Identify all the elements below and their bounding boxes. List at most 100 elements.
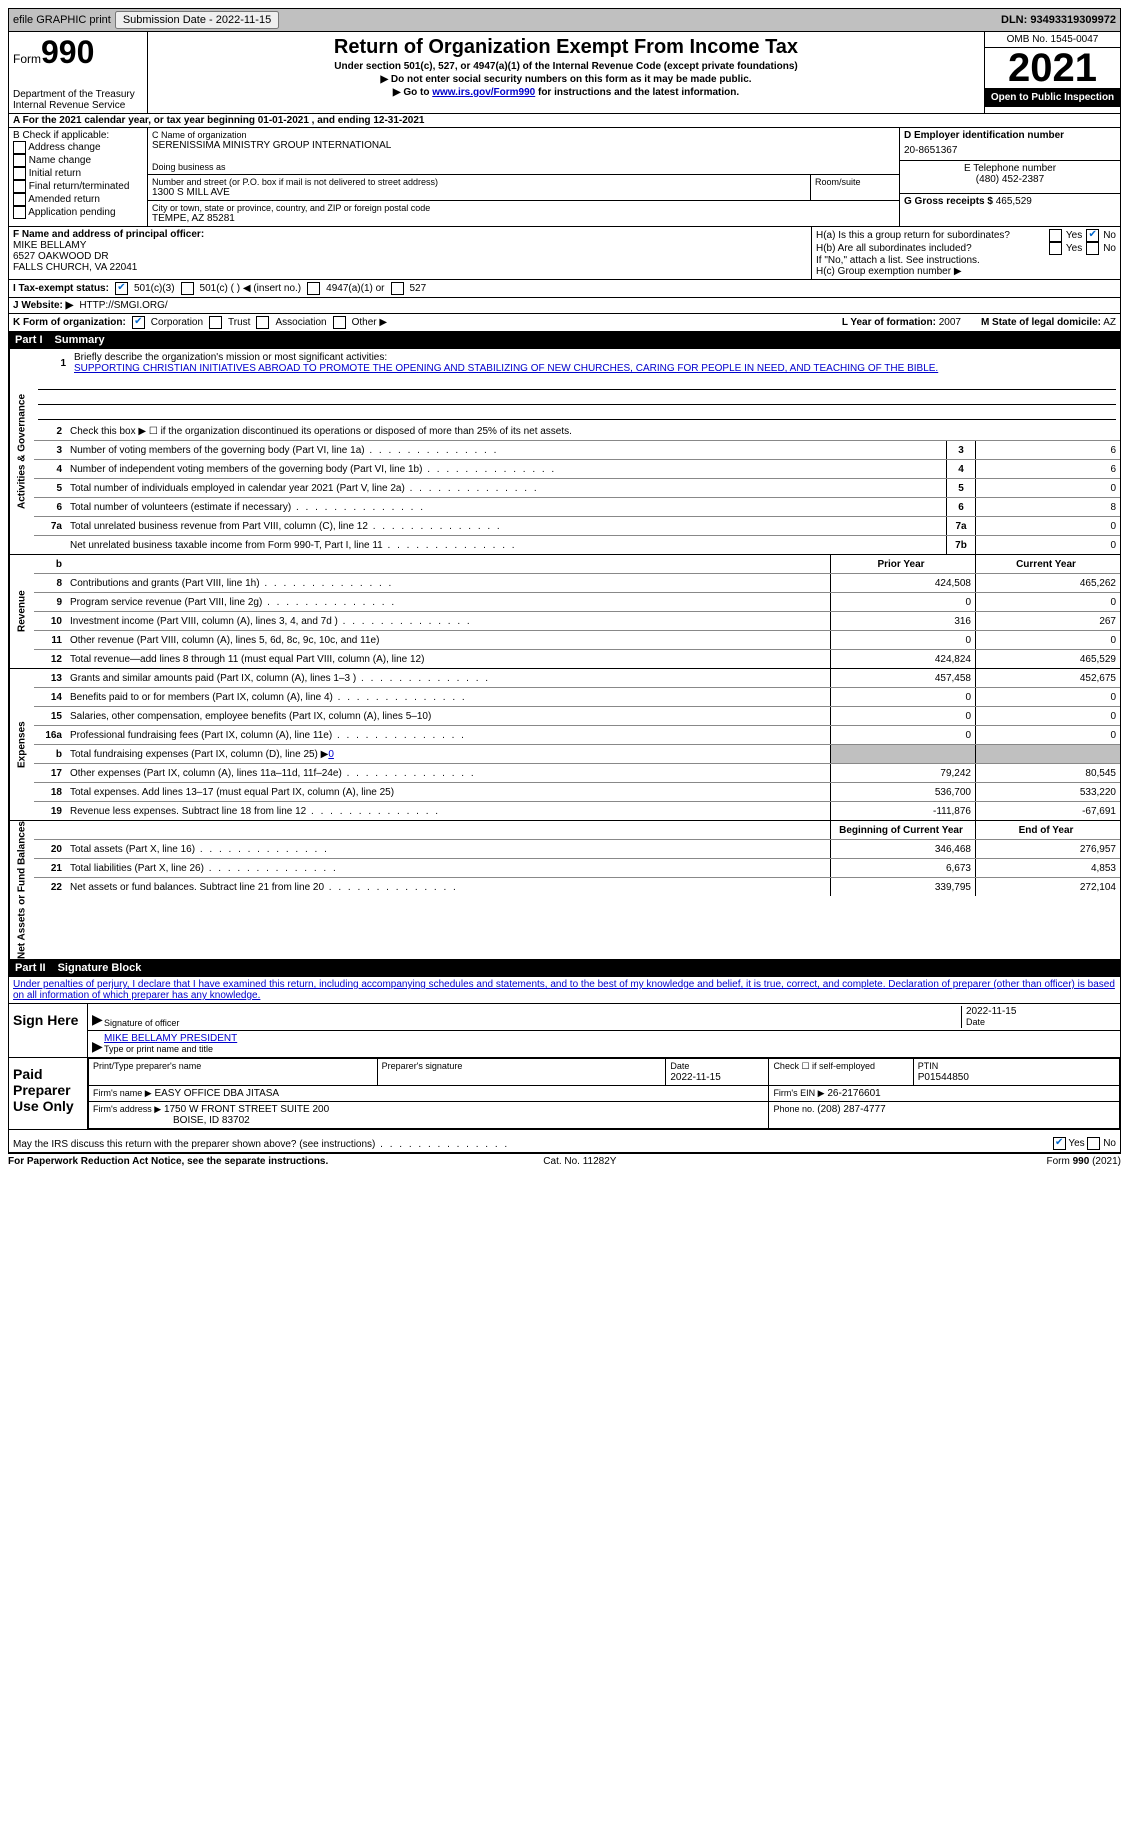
- arrow-icon: ▶: [92, 1011, 104, 1028]
- v3: 6: [975, 441, 1120, 459]
- c17: 80,545: [975, 764, 1120, 782]
- cb-address-change[interactable]: Address change: [13, 141, 143, 154]
- c22: 272,104: [975, 878, 1120, 896]
- name-title-lbl: Type or print name and title: [104, 1044, 213, 1054]
- lbl-org-name: C Name of organization: [152, 130, 895, 140]
- officer-addr1: 6527 OAKWOOD DR: [13, 251, 807, 262]
- hb-no[interactable]: [1086, 242, 1099, 255]
- cb-other[interactable]: [333, 316, 346, 329]
- arrow-icon: ▶: [92, 1038, 104, 1055]
- lbl-tax-status: I Tax-exempt status:: [13, 283, 109, 294]
- line12: Total revenue—add lines 8 through 11 (mu…: [68, 653, 830, 666]
- ha-yes[interactable]: [1049, 229, 1062, 242]
- line9: Program service revenue (Part VIII, line…: [68, 596, 830, 609]
- paid-preparer-label: Paid Preparer Use Only: [9, 1058, 88, 1129]
- lbl-dba: Doing business as: [152, 162, 895, 172]
- hb-yes[interactable]: [1049, 242, 1062, 255]
- cb-initial-return[interactable]: Initial return: [13, 167, 143, 180]
- part1-title: Summary: [55, 334, 105, 346]
- phone-value: (480) 452-2387: [904, 174, 1116, 185]
- p22: 339,795: [830, 878, 975, 896]
- line13: Grants and similar amounts paid (Part IX…: [68, 672, 830, 685]
- firm-phone: (208) 287-4777: [817, 1104, 885, 1115]
- footer-left: For Paperwork Reduction Act Notice, see …: [8, 1156, 328, 1167]
- line5: Total number of individuals employed in …: [68, 482, 946, 495]
- line4: Number of independent voting members of …: [68, 463, 946, 476]
- box-b: B Check if applicable: Address change Na…: [9, 128, 148, 226]
- line7b: Net unrelated business taxable income fr…: [68, 539, 946, 552]
- sign-here-label: Sign Here: [9, 1004, 88, 1057]
- submission-date-button[interactable]: Submission Date - 2022-11-15: [115, 11, 279, 29]
- c10: 267: [975, 612, 1120, 630]
- v7b: 0: [975, 536, 1120, 554]
- p20: 346,468: [830, 840, 975, 858]
- ha-no[interactable]: [1086, 229, 1099, 242]
- lbl-phone: E Telephone number: [904, 163, 1116, 174]
- cb-trust[interactable]: [209, 316, 222, 329]
- side-netassets: Net Assets or Fund Balances: [9, 821, 34, 959]
- cb-501c3[interactable]: [115, 282, 128, 295]
- firm-addr1: 1750 W FRONT STREET SUITE 200: [164, 1104, 329, 1115]
- hdr-beginning: Beginning of Current Year: [830, 821, 975, 839]
- row-k: K Form of organization: Corporation Trus…: [8, 314, 1121, 332]
- side-expenses: Expenses: [9, 669, 34, 820]
- discuss-label: May the IRS discuss this return with the…: [13, 1139, 509, 1150]
- discuss-no[interactable]: [1087, 1137, 1100, 1150]
- line8: Contributions and grants (Part VIII, lin…: [68, 577, 830, 590]
- p13: 457,458: [830, 669, 975, 687]
- row-j: J Website: ▶ HTTP://SMGI.ORG/: [8, 298, 1121, 314]
- c9: 0: [975, 593, 1120, 611]
- dept-label: Department of the Treasury Internal Reve…: [13, 89, 143, 111]
- box-f: F Name and address of principal officer:…: [9, 227, 812, 279]
- cb-527[interactable]: [391, 282, 404, 295]
- line18: Total expenses. Add lines 13–17 (must eq…: [68, 786, 830, 799]
- irs-link[interactable]: www.irs.gov/Form990: [432, 87, 535, 98]
- c13: 452,675: [975, 669, 1120, 687]
- cb-amended-return[interactable]: Amended return: [13, 193, 143, 206]
- discuss-yes[interactable]: [1053, 1137, 1066, 1150]
- mission-lbl: Briefly describe the organization's miss…: [74, 352, 387, 363]
- note-goto: ▶ Go to www.irs.gov/Form990 for instruct…: [152, 87, 980, 98]
- p10: 316: [830, 612, 975, 630]
- line19: Revenue less expenses. Subtract line 18 …: [68, 805, 830, 818]
- part1-header: Part I Summary: [8, 332, 1121, 349]
- c14: 0: [975, 688, 1120, 706]
- line3: Number of voting members of the governin…: [68, 444, 946, 457]
- lbl-form-org: K Form of organization:: [13, 317, 126, 328]
- cb-association[interactable]: [256, 316, 269, 329]
- public-inspection: Open to Public Inspection: [985, 88, 1120, 107]
- p9: 0: [830, 593, 975, 611]
- box-c: C Name of organization SERENISSIMA MINIS…: [148, 128, 899, 226]
- box-h: H(a) Is this a group return for subordin…: [812, 227, 1120, 279]
- lbl-gross: G Gross receipts $: [904, 196, 993, 207]
- cb-501c[interactable]: [181, 282, 194, 295]
- cb-4947[interactable]: [307, 282, 320, 295]
- c19: -67,691: [975, 802, 1120, 820]
- cb-application-pending[interactable]: Application pending: [13, 206, 143, 219]
- p19: -111,876: [830, 802, 975, 820]
- footer-mid: Cat. No. 11282Y: [543, 1156, 616, 1167]
- p12: 424,824: [830, 650, 975, 668]
- note-ssn: ▶ Do not enter social security numbers o…: [152, 74, 980, 85]
- l16b-val[interactable]: 0: [328, 749, 334, 760]
- line20: Total assets (Part X, line 16): [68, 843, 830, 856]
- line15: Salaries, other compensation, employee b…: [68, 710, 830, 723]
- perjury-declaration: Under penalties of perjury, I declare th…: [9, 977, 1120, 1003]
- cb-final-return[interactable]: Final return/terminated: [13, 180, 143, 193]
- header-mid: Return of Organization Exempt From Incom…: [148, 32, 984, 113]
- p17: 79,242: [830, 764, 975, 782]
- sig-officer-lbl: Signature of officer: [104, 1018, 961, 1028]
- lbl-officer: F Name and address of principal officer:: [13, 229, 807, 240]
- hb-note: If "No," attach a list. See instructions…: [816, 255, 1116, 266]
- c8: 465,262: [975, 574, 1120, 592]
- p15: 0: [830, 707, 975, 725]
- part2-title: Signature Block: [58, 962, 142, 974]
- hdr-end: End of Year: [975, 821, 1120, 839]
- cb-name-change[interactable]: Name change: [13, 154, 143, 167]
- summary-body: Activities & Governance 1 Briefly descri…: [8, 349, 1121, 960]
- footer-right: Form 990 (2021): [1047, 1156, 1121, 1167]
- line21: Total liabilities (Part X, line 26): [68, 862, 830, 875]
- row-a-calendar: A For the 2021 calendar year, or tax yea…: [8, 114, 1121, 128]
- lbl-street: Number and street (or P.O. box if mail i…: [152, 177, 806, 187]
- cb-corporation[interactable]: [132, 316, 145, 329]
